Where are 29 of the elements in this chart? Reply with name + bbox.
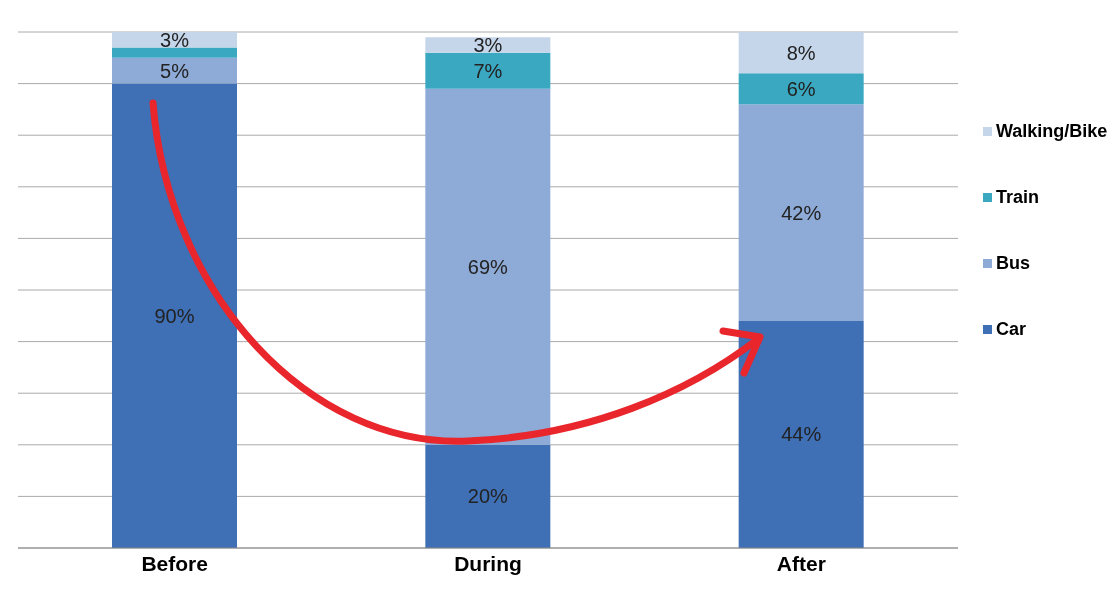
bar — [112, 47, 237, 58]
data-label: 44% — [781, 423, 822, 446]
data-label: 90% — [154, 304, 195, 327]
bar — [425, 52, 551, 89]
data-label: 6% — [786, 77, 816, 100]
x-tick-label: After — [776, 551, 826, 575]
data-label: 3% — [473, 33, 503, 56]
bar — [738, 104, 864, 321]
legend-label: Train — [996, 186, 1040, 208]
bar — [112, 57, 237, 84]
data-label: 69% — [467, 255, 509, 278]
bar — [738, 32, 864, 74]
data-label: 5% — [160, 59, 190, 82]
bar — [425, 444, 551, 548]
data-label: 7% — [473, 59, 503, 82]
bar — [112, 83, 237, 548]
bar — [425, 37, 551, 53]
bar — [738, 320, 864, 548]
data-label: 3% — [160, 28, 190, 51]
data-label: 42% — [781, 201, 822, 224]
x-tick-label: During — [454, 551, 522, 575]
legend-label: Car — [996, 318, 1027, 340]
bar — [425, 88, 551, 445]
x-tick-label: Before — [141, 551, 208, 575]
legend-label: Bus — [996, 252, 1031, 274]
data-label: 8% — [786, 41, 816, 64]
data-label: 20% — [467, 485, 509, 508]
legend-label: Walking/Bike — [996, 120, 1108, 142]
bar — [738, 73, 864, 105]
